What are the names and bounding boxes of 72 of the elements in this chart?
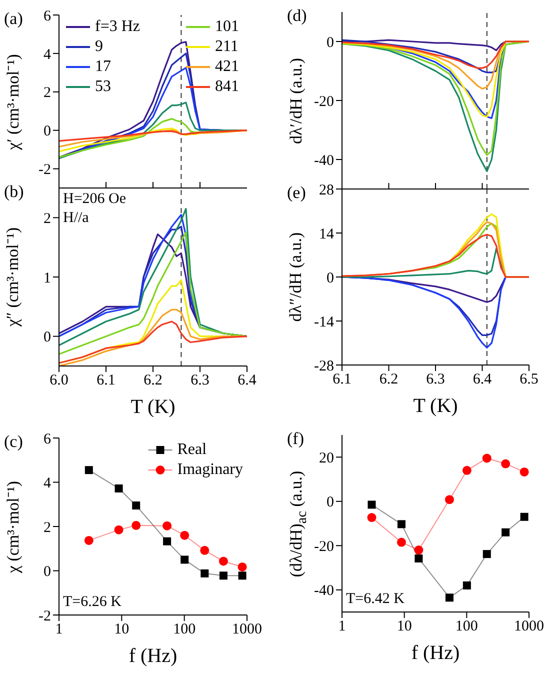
chart-title: (d)	[287, 6, 307, 26]
y-axis-title: χ″ (cm³·mol⁻¹)	[3, 227, 22, 327]
y-tick-label: -28	[314, 358, 334, 374]
y-tick-label: 4	[44, 46, 52, 63]
y-tick-label: 0	[44, 330, 51, 346]
y-tick-label: 0	[44, 124, 51, 140]
x-axis-title: T (K)	[412, 395, 459, 418]
y-tick-label: 1	[44, 270, 51, 286]
y-axis-title: χ′ (cm³·mol⁻¹)	[3, 54, 22, 150]
y-tick-label: -14	[314, 314, 334, 330]
y-tick-label: 0	[326, 34, 334, 51]
x-tick-label: 6.4	[472, 372, 492, 388]
annotation: T=6.26 K	[63, 593, 122, 612]
x-tick-label: 6.1	[96, 372, 116, 389]
x-tick-label: 10	[396, 618, 412, 635]
y-tick-label: 20	[319, 450, 334, 466]
legend-label: 841	[215, 78, 239, 95]
y-tick-label: 2	[44, 520, 51, 536]
annotation: H//a	[63, 209, 90, 228]
legend-label: f=3 Hz	[95, 18, 140, 35]
x-tick-label: 6.3	[190, 372, 210, 389]
y-tick-label: 6	[44, 431, 52, 448]
legend-label: 9	[95, 38, 103, 55]
chart-title: (a)	[4, 9, 23, 29]
legend-label: Real	[177, 441, 207, 458]
x-tick-label: 100	[173, 622, 196, 638]
y-tick-label: -40	[314, 583, 334, 600]
x-tick-label: 100	[455, 618, 478, 635]
legend-label: 17	[95, 58, 111, 75]
chart-title: (c)	[4, 432, 23, 452]
y-tick-label: 0	[326, 270, 334, 286]
x-tick-label: 10	[114, 622, 130, 638]
chart-title: (e)	[287, 183, 306, 203]
x-tick-label: 6.3	[426, 372, 445, 388]
y-axis-title: dλ′/dH (a.u.)	[286, 57, 305, 144]
y-tick-label: 6	[44, 8, 52, 24]
y-tick-label: 0	[44, 564, 51, 580]
legend-label: 53	[95, 78, 111, 95]
x-tick-label: 1000	[232, 622, 262, 638]
y-tick-label: -2	[38, 608, 51, 624]
x-axis-title: T (K)	[130, 396, 176, 419]
legend-label: 101	[215, 18, 239, 35]
x-tick-label: 6.5	[520, 372, 538, 388]
y-tick-label: -40	[314, 152, 334, 169]
y-tick-label: 2	[44, 210, 51, 227]
y-tick-label: 4	[44, 476, 52, 492]
x-tick-label: 6.4	[238, 372, 257, 389]
x-tick-label: 6.1	[332, 372, 352, 388]
y-tick-label: 0	[326, 494, 334, 511]
y-tick-label: 28	[319, 182, 334, 198]
annotation: H=206 Oe	[63, 190, 126, 209]
chart-title: (b)	[4, 182, 24, 202]
y-axis-title: dλ″/dH (a.u.)	[286, 232, 305, 322]
y-axis-title: χ (cm³·mol⁻¹)	[3, 480, 22, 573]
x-tick-label: 1000	[514, 618, 544, 635]
y-tick-label: -2	[38, 162, 51, 178]
y-tick-label: -20	[314, 94, 334, 110]
x-tick-label: 1	[55, 622, 63, 638]
legend-label: 211	[215, 38, 238, 55]
x-tick-label: 6.0	[50, 372, 68, 389]
legend-label: Imaginary	[177, 461, 243, 478]
x-tick-label: 1	[338, 618, 346, 635]
x-axis-title: f (Hz)	[128, 645, 178, 668]
annotation: T=6.42 K	[346, 590, 404, 609]
y-tick-label: 14	[319, 226, 334, 242]
x-tick-label: 6.2	[379, 372, 398, 388]
x-tick-label: 6.2	[144, 372, 162, 389]
x-axis-title: f (Hz)	[410, 642, 461, 665]
y-tick-label: -20	[314, 538, 334, 555]
y-tick-label: 2	[44, 85, 51, 102]
legend-label: 421	[215, 58, 239, 75]
chart-title: (f)	[287, 429, 304, 449]
